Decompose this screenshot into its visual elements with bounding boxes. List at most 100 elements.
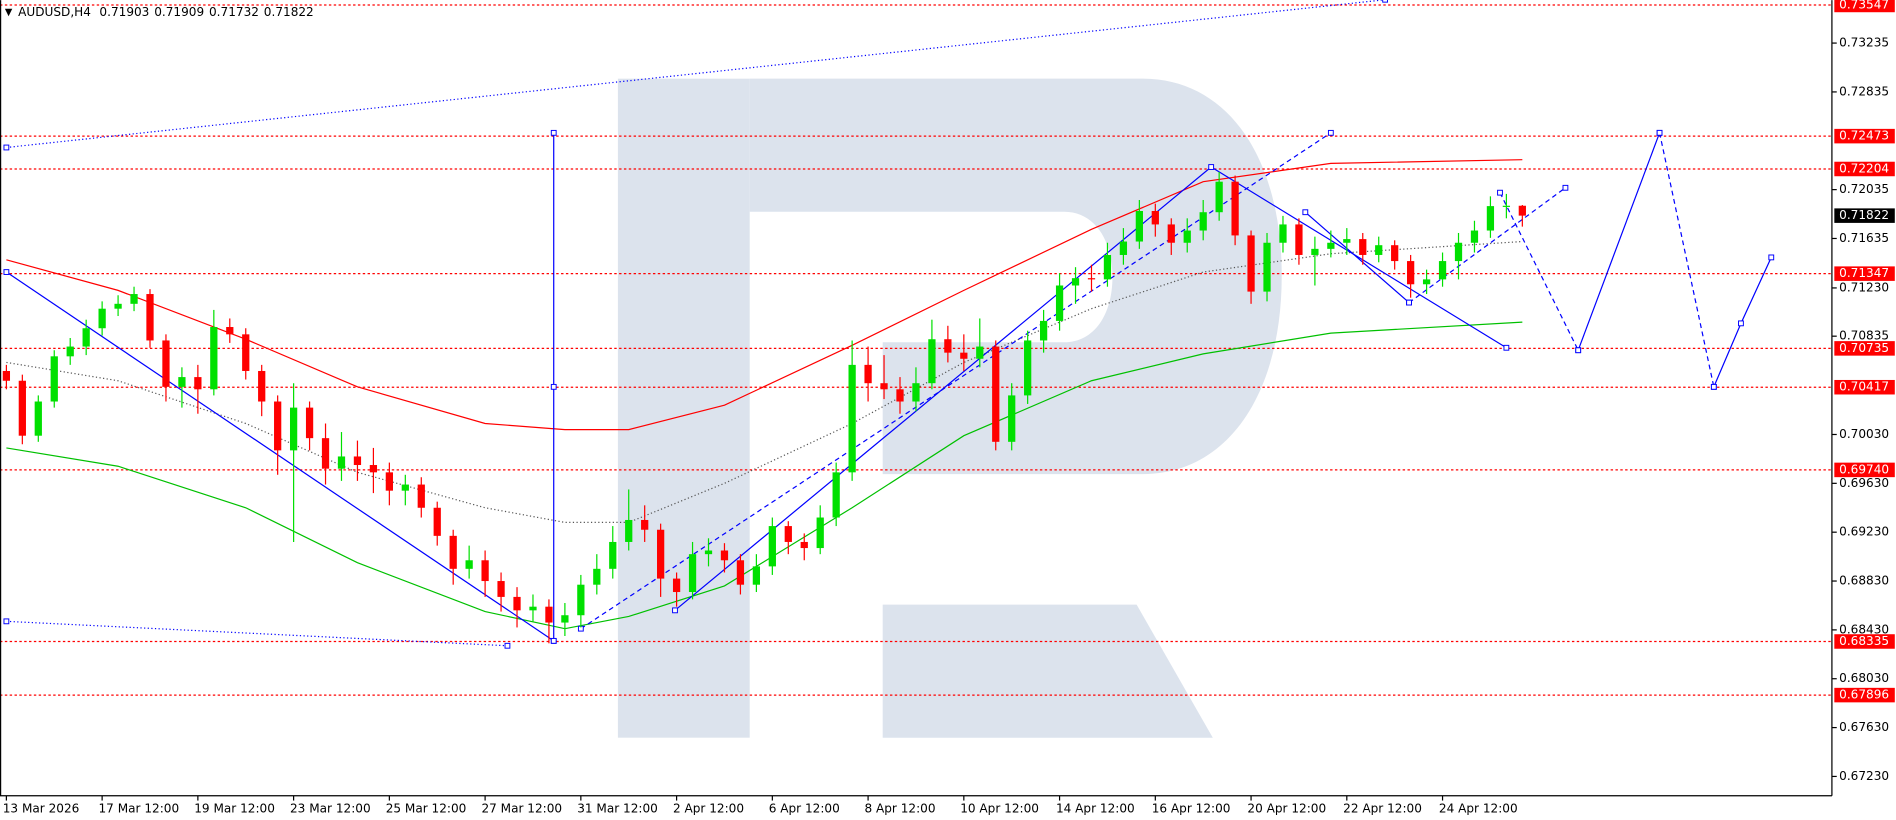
- candle-body: [1008, 395, 1016, 442]
- symbol: AUDUSD,H4: [18, 5, 91, 19]
- trend-drawing: [6, 620, 508, 647]
- y-tick-label: 0.68830: [1839, 574, 1889, 588]
- candle-body: [577, 584, 585, 616]
- watermark: [617, 78, 1282, 738]
- x-tick-label: 24 Apr 12:00: [1439, 802, 1518, 816]
- candle-body: [1103, 254, 1112, 280]
- candle-body: [657, 529, 665, 579]
- drawing-handle: [1302, 209, 1309, 216]
- y-tick-label: 0.67230: [1839, 769, 1889, 783]
- candle-body: [513, 596, 521, 611]
- candle-body: [82, 328, 90, 347]
- candle-body: [752, 566, 761, 585]
- menu-icon[interactable]: ▼: [5, 7, 13, 18]
- candle-body: [210, 327, 218, 390]
- candle-body: [1215, 181, 1223, 213]
- current-price-label: 0.71822: [1839, 208, 1889, 222]
- candle-body: [704, 550, 713, 555]
- candle-body: [433, 507, 441, 536]
- candle-body: [481, 560, 489, 582]
- candle-body: [720, 550, 729, 561]
- candle-body: [1407, 261, 1415, 285]
- drawing-handle: [1497, 189, 1503, 196]
- candle-body: [194, 377, 202, 390]
- level-label: 0.71347: [1839, 266, 1889, 280]
- y-tick-label: 0.69630: [1839, 476, 1889, 490]
- candle-body: [1231, 181, 1239, 236]
- candle-body: [337, 456, 346, 469]
- candle-body: [896, 389, 904, 402]
- candle-body: [34, 401, 42, 436]
- candle-body: [178, 377, 186, 387]
- candle-body: [1119, 241, 1128, 255]
- level-label-box: [1834, 687, 1895, 703]
- y-tick-label: 0.67630: [1839, 720, 1889, 734]
- candle-body: [641, 519, 649, 530]
- header: AUDUSD,H4 0.71903 0.71909 0.71732 0.71822: [18, 5, 314, 19]
- candle-body: [321, 438, 330, 469]
- candle-body: [2, 370, 11, 381]
- candle-body: [50, 356, 58, 402]
- level-label-box: [1834, 634, 1895, 649]
- candle-body: [832, 472, 840, 518]
- x-tick-label: 27 Mar 12:00: [481, 802, 562, 816]
- candle-body: [1135, 210, 1143, 242]
- candle-body: [529, 606, 537, 611]
- watermark-stem: [617, 78, 750, 738]
- candle-body: [784, 526, 792, 542]
- candle-body: [1486, 206, 1495, 231]
- drawing-handle: [1208, 164, 1215, 170]
- trend-drawing: [1304, 211, 1410, 304]
- y-tick-label: 0.69230: [1839, 525, 1889, 539]
- candle-body: [1454, 242, 1463, 262]
- candle-body: [1422, 279, 1431, 285]
- drawing-handle: [1327, 129, 1334, 136]
- drawing-handle: [3, 618, 10, 625]
- candle-body: [130, 294, 138, 304]
- candle-body: [1151, 210, 1159, 225]
- candle-body: [1199, 212, 1207, 231]
- x-tick-label: 31 Mar 12:00: [577, 802, 658, 816]
- x-tick-label: 19 Mar 12:00: [194, 802, 275, 816]
- candle-body: [1071, 278, 1080, 286]
- candle-body: [369, 465, 378, 473]
- candle-body: [672, 578, 681, 593]
- candle-body: [1375, 245, 1383, 255]
- level-label: 0.73547: [1839, 0, 1889, 11]
- candle-body: [1167, 224, 1175, 243]
- candle-body: [1359, 239, 1367, 255]
- y-tick-label: 0.73235: [1839, 36, 1889, 50]
- candle-body: [305, 407, 314, 439]
- candle-body: [848, 364, 856, 473]
- trend-drawing: [1499, 192, 1579, 351]
- candle-body: [1391, 245, 1399, 262]
- candle-body: [242, 334, 250, 371]
- candle-body: [768, 526, 776, 567]
- level-label: 0.69740: [1839, 462, 1889, 476]
- candle-body: [880, 383, 888, 390]
- drawing-handle: [1768, 254, 1775, 261]
- level-label: 0.67896: [1839, 688, 1889, 702]
- candle-body: [18, 380, 26, 436]
- level-label: 0.70417: [1839, 380, 1889, 394]
- y-tick-label: 0.71635: [1839, 231, 1889, 245]
- candle-body: [1279, 224, 1287, 243]
- candle-body: [545, 606, 553, 623]
- drawing-handle: [504, 642, 511, 649]
- candle-body: [688, 554, 697, 593]
- watermark-leg: [882, 604, 1213, 738]
- candle-body: [593, 568, 601, 585]
- x-tick-label: 23 Mar 12:00: [290, 802, 371, 816]
- trend-drawing: [1658, 132, 1715, 387]
- x-tick-label: 6 Apr 12:00: [769, 802, 840, 816]
- watermark-bowl: [749, 78, 1282, 475]
- trend-drawing: [1408, 187, 1566, 304]
- candle-body: [1327, 242, 1335, 249]
- candle-body: [1311, 248, 1319, 255]
- close-value: 0.71822: [264, 5, 314, 19]
- x-tick-label: 25 Mar 12:00: [386, 802, 467, 816]
- level-label-box: [1834, 341, 1895, 356]
- candle-body: [98, 308, 106, 329]
- level-label-box: [1834, 462, 1895, 478]
